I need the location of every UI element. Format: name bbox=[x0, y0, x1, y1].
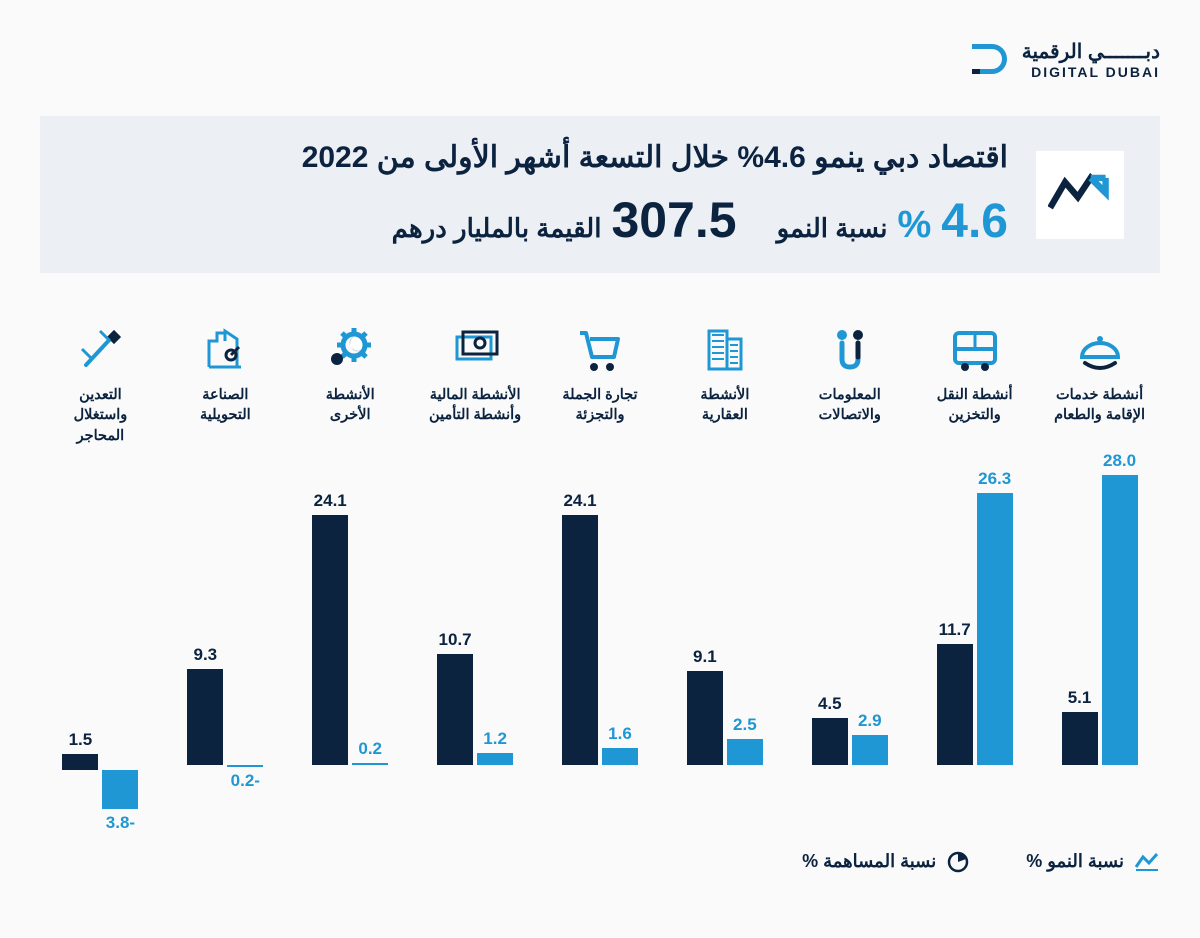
category-1: أنشطة النقل والتخزين26.311.7 bbox=[914, 313, 1035, 820]
category-2: المعلومات والاتصالات2.94.5 bbox=[789, 313, 910, 820]
growth-value: 0.2 bbox=[358, 739, 382, 759]
contribution-value: 11.7 bbox=[939, 620, 971, 640]
contribution-bar: 11.7 bbox=[937, 644, 973, 765]
bar-group: 2.59.1 bbox=[664, 455, 785, 815]
banner-stats: 4.6 % نسبة النمو 307.5 القيمة بالمليار د… bbox=[76, 191, 1008, 249]
category-label: أنشطة خدمات الإقامة والطعام bbox=[1054, 385, 1145, 441]
gear-icon bbox=[320, 313, 380, 385]
legend: نسبة النمو % نسبة المساهمة % bbox=[40, 850, 1160, 874]
growth-label: نسبة النمو bbox=[777, 213, 888, 244]
money-icon bbox=[445, 313, 505, 385]
contribution-bar: 5.1 bbox=[1062, 712, 1098, 765]
bar-group: -3.81.5 bbox=[40, 460, 161, 820]
category-label: الصناعة التحويلية bbox=[200, 385, 251, 441]
growth-chart-icon bbox=[1036, 151, 1124, 239]
logo-mark bbox=[966, 36, 1012, 82]
bar-group: 0.2 24.1 bbox=[290, 455, 411, 815]
bar-group: 1.2 10.7 bbox=[415, 455, 536, 815]
category-3: الأنشطة العقارية2.59.1 bbox=[664, 313, 785, 820]
growth-value: 26.3 bbox=[978, 469, 1011, 489]
contribution-value: 9.1 bbox=[693, 647, 717, 667]
category-0: أنشطة خدمات الإقامة والطعام28.05.1 bbox=[1039, 313, 1160, 820]
growth-stat: 4.6 % نسبة النمو bbox=[777, 194, 1008, 249]
category-label: الأنشطة الأخرى bbox=[326, 385, 375, 441]
bar-group: 1.624.1 bbox=[540, 455, 661, 815]
legend-contribution-label: نسبة المساهمة % bbox=[802, 851, 936, 872]
contribution-value: 1.5 bbox=[69, 730, 93, 750]
category-4: تجارة الجملة والتجزئة1.624.1 bbox=[540, 313, 661, 820]
growth-value: -3.8 bbox=[106, 813, 135, 833]
contribution-bar: 9.3 bbox=[187, 669, 223, 765]
growth-bar: 2.9 bbox=[852, 735, 888, 765]
bar-group: 26.311.7 bbox=[914, 455, 1035, 815]
category-label: المعلومات والاتصالات bbox=[819, 385, 881, 441]
building-icon bbox=[695, 313, 755, 385]
amount-stat: 307.5 القيمة بالمليار درهم bbox=[392, 191, 737, 249]
logo-english: DIGITAL DUBAI bbox=[1022, 64, 1160, 80]
amount-label: القيمة بالمليار درهم bbox=[392, 213, 602, 244]
contribution-value: 9.3 bbox=[193, 645, 217, 665]
growth-value: 28.0 bbox=[1103, 451, 1136, 471]
dish-icon bbox=[1070, 313, 1130, 385]
bar-group: 2.94.5 bbox=[789, 455, 910, 815]
contribution-value: 24.1 bbox=[563, 491, 596, 511]
category-7: الصناعة التحويلية -0.2 9.3 bbox=[165, 313, 286, 820]
bar-group: 28.05.1 bbox=[1039, 455, 1160, 815]
sector-chart: أنشطة خدمات الإقامة والطعام28.05.1 أنشطة… bbox=[40, 313, 1160, 820]
banner-title: اقتصاد دبي ينمو 4.6% خلال التسعة أشهر ال… bbox=[76, 140, 1008, 175]
growth-bar: 26.3 bbox=[977, 493, 1013, 765]
contribution-bar: 24.1 bbox=[312, 515, 348, 765]
contribution-value: 5.1 bbox=[1068, 688, 1092, 708]
category-label: أنشطة النقل والتخزين bbox=[937, 385, 1013, 441]
logo-text: دبـــــــي الرقمية DIGITAL DUBAI bbox=[1022, 39, 1160, 80]
category-label: تجارة الجملة والتجزئة bbox=[562, 385, 637, 441]
category-8: التعدين واستغلال المحاجر-3.81.5 bbox=[40, 313, 161, 820]
legend-contribution: نسبة المساهمة % bbox=[802, 850, 970, 874]
header-banner: اقتصاد دبي ينمو 4.6% خلال التسعة أشهر ال… bbox=[40, 116, 1160, 273]
category-5: الأنشطة المالية وأنشطة التأمين 1.2 10.7 bbox=[415, 313, 536, 820]
bus-icon bbox=[945, 313, 1005, 385]
banner-body: اقتصاد دبي ينمو 4.6% خلال التسعة أشهر ال… bbox=[76, 140, 1008, 249]
category-label: الأنشطة المالية وأنشطة التأمين bbox=[429, 385, 521, 441]
category-label: التعدين واستغلال المحاجر bbox=[74, 385, 128, 446]
amount-value: 307.5 bbox=[611, 191, 736, 249]
contribution-bar: 1.5 bbox=[62, 754, 98, 770]
mining-icon bbox=[70, 313, 130, 385]
logo-arabic: دبـــــــي الرقمية bbox=[1022, 39, 1160, 64]
contribution-bar: 10.7 bbox=[437, 654, 473, 765]
trend-line-icon bbox=[1134, 851, 1160, 873]
contribution-value: 24.1 bbox=[314, 491, 347, 511]
pie-icon bbox=[946, 850, 970, 874]
contribution-bar: 9.1 bbox=[687, 671, 723, 765]
cart-icon bbox=[570, 313, 630, 385]
category-6: الأنشطة الأخرى 0.2 24.1 bbox=[290, 313, 411, 820]
contribution-bar: 24.1 bbox=[562, 515, 598, 765]
logo: دبـــــــي الرقمية DIGITAL DUBAI bbox=[40, 36, 1160, 82]
growth-suffix: % bbox=[897, 204, 931, 247]
growth-value: 1.6 bbox=[608, 724, 632, 744]
contribution-value: 10.7 bbox=[439, 630, 472, 650]
growth-value: -0.2 bbox=[231, 771, 260, 791]
growth-bar: -0.2 bbox=[227, 765, 263, 767]
growth-bar: 28.0 bbox=[1102, 475, 1138, 765]
bar-group: -0.2 9.3 bbox=[165, 455, 286, 815]
growth-bar: 0.2 bbox=[352, 763, 388, 765]
category-label: الأنشطة العقارية bbox=[700, 385, 749, 441]
people-icon bbox=[820, 313, 880, 385]
growth-value: 2.5 bbox=[733, 715, 757, 735]
growth-value: 4.6 bbox=[941, 194, 1008, 249]
factory-icon bbox=[195, 313, 255, 385]
contribution-value: 4.5 bbox=[818, 694, 842, 714]
growth-bar: 1.2 bbox=[477, 753, 513, 765]
growth-bar: 1.6 bbox=[602, 748, 638, 765]
growth-value: 1.2 bbox=[483, 729, 507, 749]
legend-growth-label: نسبة النمو % bbox=[1026, 851, 1124, 872]
contribution-bar: 4.5 bbox=[812, 718, 848, 765]
legend-growth: نسبة النمو % bbox=[1026, 850, 1160, 874]
growth-bar: 2.5 bbox=[727, 739, 763, 765]
growth-bar: -3.8 bbox=[102, 770, 138, 809]
growth-value: 2.9 bbox=[858, 711, 882, 731]
